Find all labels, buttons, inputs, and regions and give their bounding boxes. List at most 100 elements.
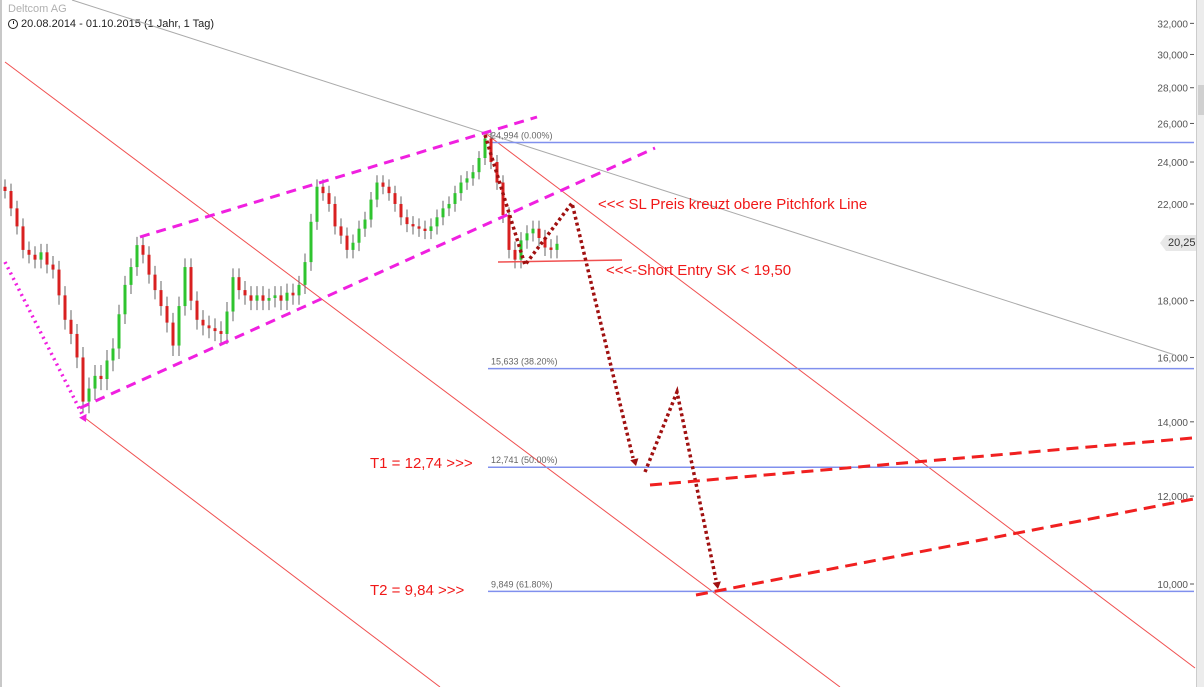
candle-body (57, 269, 61, 296)
candle-body (33, 254, 37, 260)
candle-body (387, 186, 391, 194)
candle-body (459, 182, 463, 194)
pitchfork-upper-line (4, 61, 841, 687)
candle-body (375, 182, 379, 200)
y-tick-label: 26,000 (1157, 119, 1188, 130)
pitchfork-median-line (484, 132, 1196, 669)
candle-body (51, 264, 55, 270)
candle-body (195, 300, 199, 320)
y-tick-label: 14,000 (1157, 418, 1188, 429)
candle-body (411, 224, 415, 227)
last-price-badge: 20,255 (1160, 235, 1204, 251)
fib-level-label: 24,994 (0.00%) (491, 130, 553, 140)
candle-body (321, 186, 325, 194)
short-entry-line (497, 259, 623, 263)
clock-icon (8, 19, 18, 29)
candle-body (369, 199, 373, 220)
y-tick-label: 32,000 (1157, 19, 1188, 30)
candle-body (135, 245, 139, 268)
candle-body (483, 138, 487, 159)
candle-body (27, 249, 31, 255)
annotation-target-2: T2 = 9,84 >>> (370, 582, 465, 599)
fib-level-label: 15,633 (38.20%) (491, 357, 558, 367)
y-tick-label: 18,000 (1157, 297, 1188, 308)
candle-body (309, 221, 313, 263)
fib-level-label: 12,741 (50.00%) (491, 455, 558, 465)
fib-level-label: 9,849 (61.80%) (491, 579, 553, 589)
candle-body (45, 252, 49, 265)
candle-body (303, 262, 307, 285)
y-tick-label: 16,000 (1157, 353, 1188, 364)
candle-body (453, 193, 457, 204)
candle-body (225, 311, 229, 334)
trend-line (71, 0, 1176, 356)
candle-body (525, 233, 529, 241)
candle-body (93, 375, 97, 389)
candle-body (3, 186, 7, 191)
target-2-line (695, 495, 1204, 597)
scrollbar-thumb[interactable] (1198, 85, 1204, 115)
candle-body (531, 228, 535, 234)
candle-body (207, 325, 211, 329)
candle-body (171, 322, 175, 346)
candle-body (39, 252, 43, 260)
candle-body (435, 217, 439, 227)
candle-body (129, 267, 133, 285)
pitchfork-lower-line (84, 417, 441, 687)
annotation-short-entry: <<<-Short Entry SK < 19,50 (606, 262, 792, 279)
candle-body (351, 242, 355, 250)
candle-body (297, 284, 301, 296)
candle-body (243, 290, 247, 296)
vertical-scrollbar[interactable] (1196, 0, 1204, 687)
candle-body (333, 203, 337, 227)
arrow-down-icon (712, 581, 721, 589)
candle-body (513, 249, 517, 260)
annotation-stop-loss: <<< SL Preis kreuzt obere Pitchfork Line (598, 196, 868, 213)
candle-body (393, 193, 397, 204)
projected-path-2 (643, 385, 718, 581)
projected-path-1 (483, 134, 635, 459)
candle-body (237, 277, 241, 291)
y-tick-label: 10,000 (1157, 580, 1188, 591)
candle-body (75, 333, 79, 358)
date-range-text: 20.08.2014 - 01.10.2015 (1 Jahr, 1 Tag) (21, 18, 215, 30)
candle-body (495, 162, 499, 183)
candle-body (111, 348, 115, 361)
candle-body (417, 226, 421, 229)
candle-body (105, 360, 109, 380)
arrow-down-icon (630, 458, 639, 466)
candle-body (489, 138, 493, 163)
candle-body (537, 228, 541, 239)
candle-body (327, 193, 331, 204)
candle-body (405, 217, 409, 225)
candle-body (423, 228, 427, 231)
candle-body (249, 295, 253, 301)
candle-body (117, 314, 121, 349)
date-range[interactable]: 20.08.2014 - 01.10.2015 (1 Jahr, 1 Tag) (8, 18, 214, 30)
candle-body (285, 292, 289, 301)
candle-body (339, 226, 343, 236)
dotted-projection-line (3, 261, 84, 415)
candle-body (213, 328, 217, 332)
candle-body (153, 274, 157, 291)
candle-body (15, 208, 19, 227)
candle-body (345, 235, 349, 250)
candle-body (429, 226, 433, 231)
channel-upper-line (139, 115, 538, 239)
candle-body (159, 290, 163, 307)
candle-body (507, 215, 511, 250)
candle-body (357, 228, 361, 243)
candle-body (549, 247, 553, 250)
candle-body (219, 331, 223, 334)
candle-body (231, 277, 235, 312)
candle-body (291, 292, 295, 296)
candle-body (279, 295, 283, 301)
y-tick-label: 12,000 (1157, 492, 1188, 503)
candle-body (9, 190, 13, 209)
candle-body (543, 238, 547, 248)
y-tick-label: 22,000 (1157, 200, 1188, 211)
candle-body (273, 295, 277, 299)
candle-body (255, 295, 259, 301)
